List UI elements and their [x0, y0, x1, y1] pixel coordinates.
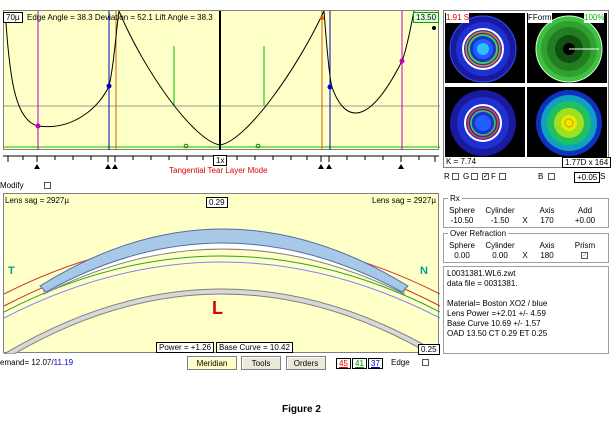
r-label: R	[444, 172, 450, 181]
axial-map[interactable]	[445, 13, 525, 83]
info-line-oad: OAD 13.50 CT 0.29 ET 0.25	[447, 329, 548, 338]
value-45[interactable]: 45	[336, 358, 351, 369]
info-line-material: Material= Boston XO2 / blue	[447, 299, 548, 308]
demand-value: 11.19	[53, 358, 74, 367]
or-axis-value[interactable]: 180	[540, 251, 554, 260]
meridian-button[interactable]: Meridian	[187, 356, 237, 370]
f2-checkbox[interactable]	[499, 173, 506, 180]
demand-prefix: emand= 12.07/	[0, 358, 54, 367]
rx-cylinder-header: Cylinder	[485, 206, 515, 215]
fform-map-image	[535, 15, 603, 83]
right-lens-sag: Lens sag = 2927µ	[372, 196, 436, 205]
f-checkbox[interactable]: ✓	[482, 173, 489, 180]
rx-add-value[interactable]: +0.00	[574, 216, 596, 225]
nasal-letter: N	[420, 265, 428, 277]
orders-button[interactable]: Orders	[286, 356, 326, 370]
axial-map-label: 1.91 S	[446, 13, 470, 23]
rx-x-label: X	[522, 216, 528, 225]
modify-label: Modify	[0, 181, 24, 190]
or-sphere-value[interactable]: 0.00	[454, 251, 470, 260]
fform-label: FForm	[528, 13, 552, 23]
tear-layer-plot	[4, 11, 440, 151]
fform-map[interactable]	[527, 13, 607, 83]
topography-maps: 1.91 S FForm 100% K = 7.74	[443, 10, 612, 168]
power-value: Power = +1.26	[156, 342, 215, 353]
or-cylinder-value[interactable]: 0.00	[492, 251, 508, 260]
or-x-label: X	[522, 251, 528, 260]
lens-info-panel: L0031381.WL6.zwt data file = 0031381. Ma…	[443, 266, 609, 354]
rx-axis-value[interactable]: 170	[540, 216, 554, 225]
elevation-map-image	[536, 90, 602, 156]
diameter-value: 13.50	[413, 12, 440, 23]
temporal-letter: T	[8, 265, 15, 277]
or-prism-header: Prism	[574, 241, 596, 250]
g-label: G	[463, 172, 470, 181]
rx-panel: Sphere Cylinder Axis Add -10.50 -1.50 X …	[443, 198, 609, 228]
b-checkbox[interactable]	[548, 173, 555, 180]
rx-sphere-value[interactable]: -10.50	[450, 216, 474, 225]
rx-axis-header: Axis	[539, 206, 555, 215]
tangential-map-image	[450, 90, 516, 156]
base-curve-value: Base Curve = 10.42	[216, 342, 293, 353]
k-value: K = 7.74	[446, 157, 477, 167]
tangential-map[interactable]	[445, 87, 525, 157]
rx-title: Rx	[448, 194, 462, 203]
cyl-axis-value: 1.77D x 164	[562, 157, 612, 168]
elevation-map[interactable]	[527, 87, 607, 157]
info-line-base-curve: Base Curve 10.69 +/- 1.57	[447, 319, 541, 328]
lens-profile	[4, 228, 440, 354]
s-value[interactable]: +0.05	[574, 172, 601, 183]
value-41[interactable]: 41	[352, 358, 367, 369]
zoom-value[interactable]: 1x	[213, 155, 228, 166]
tear-depth-value: 70µ	[3, 12, 23, 23]
mode-title: Tangential Tear Layer Mode	[169, 166, 268, 175]
rx-add-header: Add	[577, 206, 593, 215]
over-refraction-panel: Sphere Cylinder Axis Prism 0.00 0.00 X 1…	[443, 233, 609, 263]
edge-checkbox[interactable]	[422, 359, 429, 366]
modify-checkbox[interactable]	[44, 182, 51, 189]
r-checkbox[interactable]	[452, 173, 459, 180]
left-lens-sag: Lens sag = 2927µ	[5, 196, 69, 205]
f-label: F	[491, 172, 496, 181]
or-axis-header: Axis	[539, 241, 555, 250]
eye-letter: L	[212, 298, 223, 318]
or-sphere-header: Sphere	[449, 241, 475, 250]
value-37[interactable]: 37	[368, 358, 383, 369]
center-thickness: 0.29	[206, 197, 228, 208]
prism-checkbox[interactable]: ✓	[581, 252, 588, 259]
s-label: S	[600, 172, 606, 181]
angle-readout: Edge Angle = 38.3 Deviation = 52.1 Lift …	[27, 13, 213, 22]
or-cylinder-header: Cylinder	[485, 241, 515, 250]
g-checkbox[interactable]	[471, 173, 478, 180]
info-line-file: L0031381.WL6.zwt	[447, 269, 516, 278]
rx-sphere-header: Sphere	[449, 206, 475, 215]
over-refraction-title: Over Refraction	[448, 229, 509, 238]
edge-thickness: 0.25	[418, 344, 440, 355]
tear-layer-graph[interactable]: 70µ Edge Angle = 38.3 Deviation = 52.1 L…	[3, 10, 440, 151]
tools-button[interactable]: Tools	[241, 356, 281, 370]
graph-ruler[interactable]: 1x Tangential Tear Layer Mode	[3, 150, 439, 176]
figure-caption: Figure 2	[282, 404, 321, 415]
edge-label: Edge	[391, 358, 410, 367]
fit-percent: 100%	[584, 13, 605, 23]
info-line-data: data file = 0031381.	[447, 279, 518, 288]
demand-readout: emand= 12.07/11.19	[0, 358, 73, 368]
axial-map-image	[449, 15, 517, 83]
lens-cross-section[interactable]: Lens sag = 2927µ 0.29 Lens sag = 2927µ T…	[3, 193, 440, 355]
rx-cylinder-value[interactable]: -1.50	[490, 216, 510, 225]
info-line-power: Lens Power =+2.01 +/- 4.59	[447, 309, 546, 318]
info-line-blank	[447, 289, 605, 299]
b-label: B	[538, 172, 544, 181]
